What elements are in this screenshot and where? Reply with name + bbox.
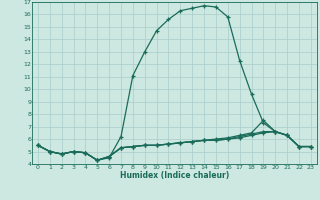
X-axis label: Humidex (Indice chaleur): Humidex (Indice chaleur)	[120, 171, 229, 180]
